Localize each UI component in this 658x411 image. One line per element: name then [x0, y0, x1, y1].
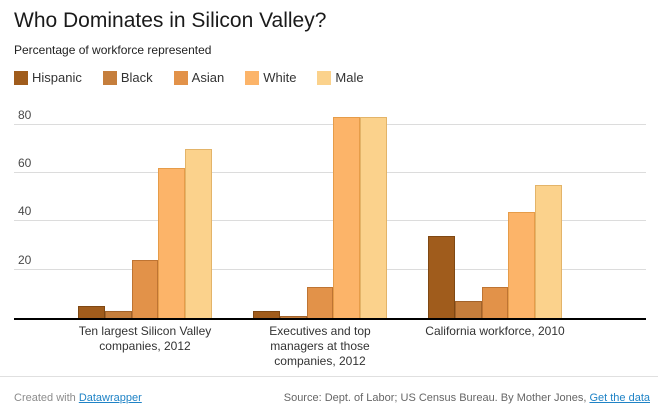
legend: Hispanic Black Asian White Male [14, 70, 644, 85]
gridline-40 [14, 220, 646, 222]
bar-asian [131, 260, 159, 318]
category-axis: Ten largest Silicon Valley companies, 20… [14, 324, 646, 374]
x-axis-line [14, 318, 646, 320]
legend-label: Hispanic [32, 70, 82, 85]
bar-male [185, 149, 212, 318]
footer-divider [0, 376, 658, 377]
legend-swatch-icon [173, 70, 188, 85]
bar-hispanic [253, 311, 280, 318]
legend-item-hispanic: Hispanic [14, 70, 82, 85]
source-prefix: Source: Dept. of Labor; US Census Bureau… [283, 392, 590, 404]
gridline-60 [14, 172, 646, 173]
legend-label: White [263, 70, 297, 85]
legend-item-white: White [245, 70, 296, 85]
legend-swatch-icon [102, 70, 117, 85]
created-with-text: Created with Datawrapper [14, 392, 142, 404]
legend-item-male: Male [317, 70, 364, 85]
page-title: Who Dominates in Silicon Valley? [14, 9, 327, 32]
datawrapper-link[interactable]: Datawrapper [78, 392, 142, 404]
legend-item-asian: Asian [173, 70, 225, 85]
legend-swatch-icon [245, 70, 260, 85]
y-tick-label-80: 80 [18, 107, 32, 122]
legend-label: Black [120, 70, 153, 85]
gridline-80 [14, 123, 646, 125]
created-with-prefix: Created with [14, 392, 79, 404]
bar-white [333, 117, 361, 318]
y-tick-label-40: 40 [18, 204, 32, 219]
source-text: Source: Dept. of Labor; US Census Bureau… [284, 392, 650, 404]
bar-group-3 [428, 103, 562, 318]
bar-black [104, 311, 132, 318]
bar-white [158, 168, 186, 318]
y-tick-label-60: 60 [18, 156, 32, 170]
category-label-2: Executives and top managers at those com… [269, 324, 371, 368]
legend-swatch-icon [14, 70, 28, 85]
chart-page: Who Dominates in Silicon Valley? Percent… [0, 8, 658, 411]
bar-group-1 [78, 103, 212, 318]
get-the-data-link[interactable]: Get the data [589, 392, 650, 404]
bar-hispanic [78, 306, 105, 318]
bar-asian [481, 287, 509, 318]
category-label-1: Ten largest Silicon Valley companies, 20… [78, 324, 212, 353]
plot-area: 20 40 60 80 [14, 103, 646, 320]
bar-male [360, 117, 387, 318]
legend-label: Male [335, 70, 364, 85]
bar-white [508, 212, 536, 318]
bar-hispanic [428, 236, 455, 318]
legend-label: Asian [191, 70, 225, 85]
category-label-3: California workforce, 2010 [425, 324, 565, 338]
bar-asian [306, 287, 334, 318]
page-subtitle: Percentage of workforce represented [14, 43, 212, 57]
y-tick-label-20: 20 [18, 252, 32, 267]
bar-black [454, 301, 482, 318]
legend-swatch-icon [317, 70, 332, 85]
gridline-20 [14, 268, 646, 270]
bar-group-2 [253, 103, 387, 318]
bar-black [279, 316, 307, 318]
footer: Created with Datawrapper Source: Dept. o… [0, 392, 658, 404]
bar-male [535, 185, 562, 318]
legend-item-black: Black [102, 70, 153, 85]
